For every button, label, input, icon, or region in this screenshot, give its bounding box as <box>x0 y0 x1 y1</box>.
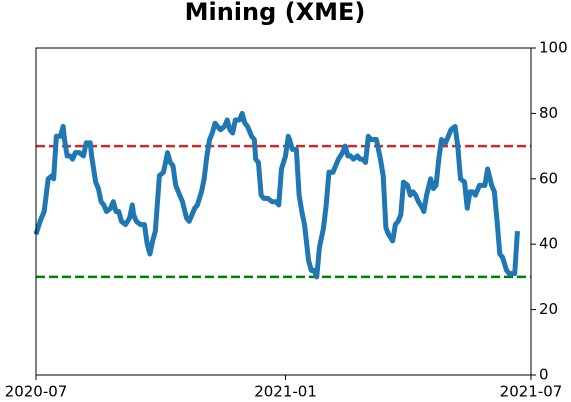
x-tick-label: 2020-07 <box>5 383 68 401</box>
y-tick-label: 0 <box>539 366 549 384</box>
plot-frame <box>35 47 532 376</box>
data-line <box>33 110 520 280</box>
y-tick-label: 100 <box>539 39 568 57</box>
y-tick-label: 60 <box>539 169 558 187</box>
y-tick-label: 40 <box>539 235 558 253</box>
x-tick-label: 2021-07 <box>500 383 563 401</box>
y-tick-label: 80 <box>539 104 558 122</box>
chart-title: Mining (XME) <box>185 0 366 26</box>
y-tick-label: 20 <box>539 300 558 318</box>
x-tick-label: 2021-01 <box>254 383 317 401</box>
